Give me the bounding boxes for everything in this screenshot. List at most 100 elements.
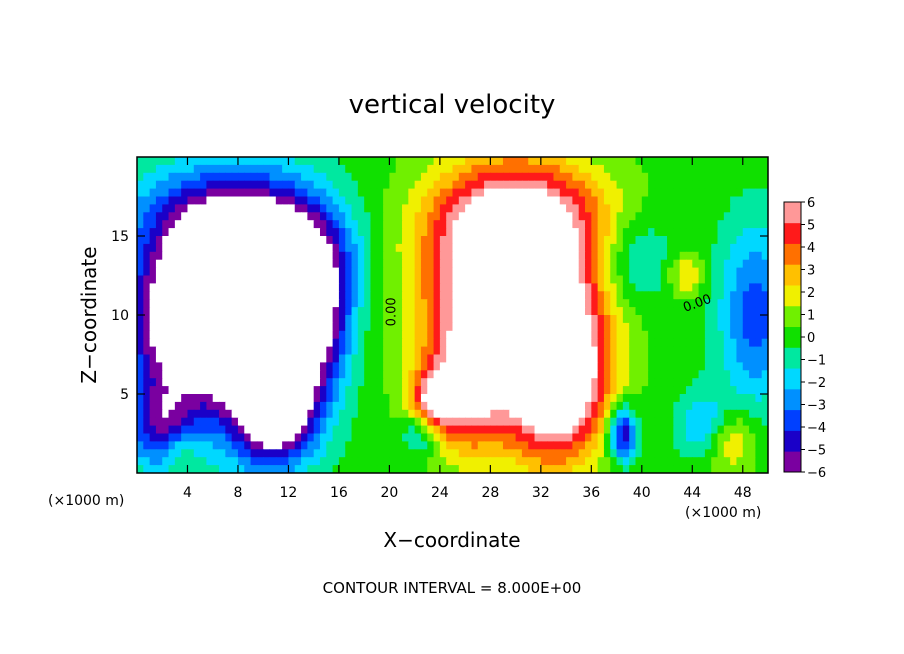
heatmap-cell (698, 386, 706, 395)
x-tick-label: 32 (532, 485, 550, 501)
heatmap-cell (137, 315, 144, 324)
heatmap-cell (458, 180, 466, 190)
heatmap-cell (206, 457, 214, 466)
heatmap-cell (282, 354, 290, 363)
heatmap-cell (616, 283, 624, 292)
heatmap-cell (698, 228, 706, 237)
heatmap-cell (471, 457, 479, 466)
heatmap-cell (477, 386, 485, 395)
heatmap-cell (168, 275, 176, 284)
heatmap-cell (736, 299, 744, 308)
heatmap-cell (231, 370, 239, 379)
heatmap-cell (402, 267, 409, 277)
heatmap-cell (534, 457, 542, 466)
heatmap-cell (383, 236, 390, 245)
heatmap-cell (269, 228, 277, 237)
heatmap-cell (711, 370, 719, 379)
heatmap-cell (288, 465, 296, 473)
heatmap-cell (402, 164, 409, 174)
heatmap-cell (237, 267, 245, 277)
heatmap-cell (502, 433, 510, 442)
heatmap-cell (749, 370, 756, 379)
heatmap-cell (332, 449, 340, 458)
heatmap-cell (193, 164, 201, 174)
heatmap-cell (338, 465, 346, 473)
heatmap-cell (641, 346, 649, 356)
heatmap-cell (704, 157, 712, 166)
heatmap-cell (181, 330, 189, 340)
heatmap-cell (212, 386, 220, 395)
heatmap-cell (162, 370, 170, 379)
heatmap-cell (547, 220, 555, 229)
heatmap-cell (477, 275, 485, 284)
heatmap-cell (484, 267, 491, 277)
heatmap-cell (294, 204, 302, 213)
heatmap-cell (723, 267, 731, 277)
heatmap-cell (496, 243, 504, 253)
heatmap-cell (540, 299, 548, 308)
heatmap-cell (534, 378, 542, 387)
heatmap-cell (711, 378, 719, 387)
heatmap-cell (540, 291, 548, 300)
heatmap-cell (294, 212, 302, 221)
heatmap-cell (667, 409, 674, 419)
heatmap-cell (345, 196, 353, 205)
heatmap-cell (439, 409, 447, 419)
heatmap-cell (395, 188, 403, 198)
heatmap-cell (616, 338, 624, 348)
heatmap-cell (742, 394, 750, 403)
heatmap-cell (585, 283, 592, 292)
heatmap-cell (679, 433, 687, 442)
heatmap-cell (395, 275, 403, 284)
heatmap-cell (256, 433, 264, 442)
heatmap-cell (471, 315, 479, 324)
heatmap-cell (307, 449, 315, 458)
heatmap-cell (244, 417, 252, 427)
heatmap-cell (553, 172, 561, 182)
heatmap-cell (610, 291, 618, 300)
heatmap-cell (704, 283, 712, 292)
heatmap-cell (591, 299, 599, 308)
heatmap-cell (749, 220, 756, 229)
heatmap-cell (591, 164, 599, 174)
heatmap-cell (307, 204, 315, 213)
heatmap-cell (547, 267, 555, 277)
heatmap-cell (225, 322, 233, 332)
heatmap-cell (641, 157, 649, 166)
heatmap-cell (357, 204, 365, 213)
heatmap-cell (528, 441, 536, 450)
heatmap-cell (244, 275, 252, 284)
heatmap-cell (736, 449, 744, 458)
heatmap-cell (206, 425, 214, 435)
heatmap-cell (736, 283, 744, 292)
heatmap-cell (168, 338, 176, 348)
heatmap-cell (742, 204, 750, 213)
heatmap-cell (585, 275, 592, 284)
heatmap-cell (540, 457, 548, 466)
heatmap-cell (313, 188, 321, 198)
heatmap-cell (452, 338, 460, 348)
heatmap-cell (212, 330, 220, 340)
heatmap-cell (629, 267, 637, 277)
heatmap-cell (332, 409, 340, 419)
heatmap-cell (313, 299, 321, 308)
heatmap-cell (174, 315, 182, 324)
heatmap-cell (578, 220, 586, 229)
heatmap-cell (193, 409, 201, 419)
heatmap-cell (414, 243, 422, 253)
heatmap-cell (723, 417, 731, 427)
heatmap-cell (597, 378, 605, 387)
heatmap-cell (319, 378, 327, 387)
heatmap-cell (749, 243, 756, 253)
heatmap-cell (622, 291, 630, 300)
heatmap-cell (269, 449, 277, 458)
heatmap-cell (673, 330, 681, 340)
heatmap-cell (301, 465, 308, 473)
heatmap-cell (742, 425, 750, 435)
heatmap-cell (250, 362, 258, 371)
heatmap-cell (622, 409, 630, 419)
heatmap-cell (458, 322, 466, 332)
heatmap-cell (294, 441, 302, 450)
heatmap-cell (370, 401, 378, 411)
heatmap-cell (319, 172, 327, 182)
